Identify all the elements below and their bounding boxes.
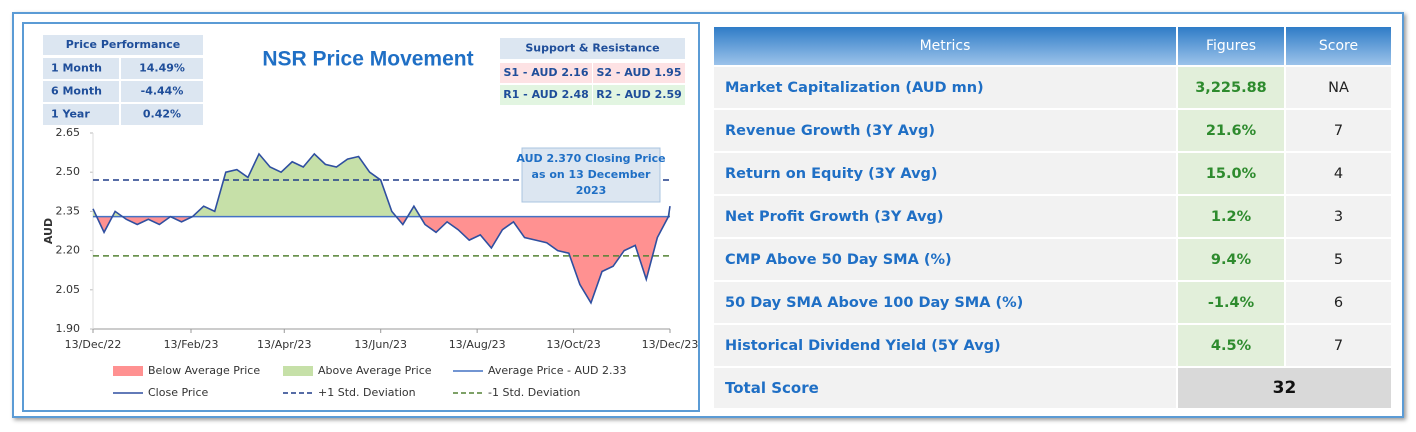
x-tick-label: 13/Aug/23 <box>449 338 506 351</box>
legend-label: +1 Std. Deviation <box>318 386 416 399</box>
metric-score: 6 <box>1286 282 1393 325</box>
cell-text: Price Performance <box>66 38 180 51</box>
cell-bg <box>43 35 203 55</box>
cell-bg <box>500 85 592 105</box>
y-tick-label: 2.05 <box>56 283 81 296</box>
metric-figure: 4.5% <box>1178 325 1286 368</box>
close-line <box>92 152 671 305</box>
metric-score: 4 <box>1286 153 1393 196</box>
legend-label: Average Price - AUD 2.33 <box>488 364 627 377</box>
x-tick-label: 13/Dec/22 <box>65 338 122 351</box>
metric-figure: 3,225.88 <box>1178 67 1286 110</box>
cell-text: 0.42% <box>143 108 181 121</box>
x-tick-label: 13/Apr/23 <box>257 338 311 351</box>
cell-bg <box>43 104 119 125</box>
metric-figure: 1.2% <box>1178 196 1286 239</box>
metric-figure: 9.4% <box>1178 239 1286 282</box>
cell-text: S1 - AUD 2.16 <box>503 66 588 79</box>
header-cell: Metrics <box>714 27 1178 67</box>
x-tick-label: 13/Feb/23 <box>164 338 219 351</box>
metric-name: Historical Dividend Yield (5Y Avg) <box>714 325 1178 368</box>
x-tick-label: 13/Jun/23 <box>354 338 407 351</box>
legend-label: -1 Std. Deviation <box>488 386 580 399</box>
legend-swatch <box>283 366 313 376</box>
metric-figure: -1.4% <box>1178 282 1286 325</box>
cell-bg <box>593 85 685 105</box>
cell-bg <box>43 58 119 79</box>
metric-name: 50 Day SMA Above 100 Day SMA (%) <box>714 282 1178 325</box>
legend-swatch <box>113 366 143 376</box>
cell-text: -4.44% <box>141 85 184 98</box>
y-tick-label: 2.20 <box>56 244 81 257</box>
cell-text: 1 Year <box>51 108 90 121</box>
metric-score: 3 <box>1286 196 1393 239</box>
cell-text: R2 - AUD 2.59 <box>596 88 682 101</box>
legend-label: Above Average Price <box>318 364 432 377</box>
chart-panel <box>22 22 700 412</box>
metric-score: 7 <box>1286 110 1393 153</box>
annotation: as on 13 December <box>532 168 652 181</box>
cell-text: R1 - AUD 2.48 <box>503 88 589 101</box>
y-tick-label: 1.90 <box>56 322 81 335</box>
y-tick-label: 2.35 <box>56 204 81 217</box>
area-below <box>93 216 670 303</box>
metric-score: 5 <box>1286 239 1393 282</box>
cell-bg <box>500 38 685 59</box>
legend-label: Below Average Price <box>148 364 260 377</box>
metric-score: 7 <box>1286 325 1393 368</box>
metric-figure: 15.0% <box>1178 153 1286 196</box>
x-tick-label: 13/Dec/23 <box>642 338 699 351</box>
y-axis-label: AUD <box>42 218 55 244</box>
header-cell: Score <box>1286 27 1393 67</box>
y-tick-label: 2.65 <box>56 126 81 139</box>
metric-name: Net Profit Growth (3Y Avg) <box>714 196 1178 239</box>
metric-name: Revenue Growth (3Y Avg) <box>714 110 1178 153</box>
cell-bg <box>121 58 203 79</box>
cell-bg <box>43 81 119 102</box>
cell-bg <box>121 81 203 102</box>
metric-name: Market Capitalization (AUD mn) <box>714 67 1178 110</box>
cell-text: Support & Resistance <box>525 42 659 55</box>
metric-score: NA <box>1286 67 1393 110</box>
total-value: 32 <box>1178 368 1393 410</box>
cell-text: 6 Month <box>51 85 102 98</box>
chart-title: NSR Price Movement <box>262 48 473 71</box>
cell-bg <box>593 63 685 83</box>
metric-name: CMP Above 50 Day SMA (%) <box>714 239 1178 282</box>
total-label: Total Score <box>714 368 1178 410</box>
metric-figure: 21.6% <box>1178 110 1286 153</box>
area-above <box>93 153 670 217</box>
cell-bg <box>500 63 592 83</box>
annotation: AUD 2.370 Closing Price <box>516 152 665 165</box>
cell-text: S2 - AUD 1.95 <box>596 66 681 79</box>
x-tick-label: 13/Oct/23 <box>546 338 600 351</box>
annotation-box <box>521 147 661 203</box>
cell-text: 1 Month <box>51 62 102 75</box>
cell-text: 14.49% <box>139 62 185 75</box>
y-tick-label: 2.50 <box>56 165 81 178</box>
annotation: 2023 <box>576 184 607 197</box>
header-cell: Figures <box>1178 27 1286 67</box>
legend-label: Close Price <box>148 386 209 399</box>
metric-name: Return on Equity (3Y Avg) <box>714 153 1178 196</box>
frame <box>12 12 1404 418</box>
cell-bg <box>121 104 203 125</box>
